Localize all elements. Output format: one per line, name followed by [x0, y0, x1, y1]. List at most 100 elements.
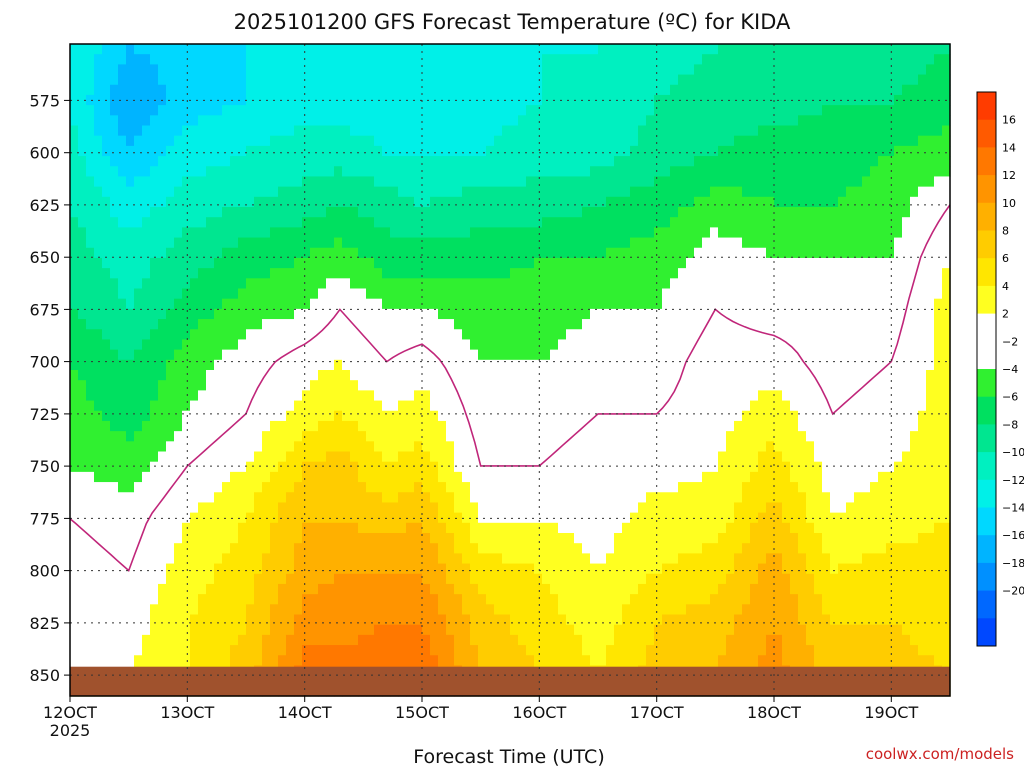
temperature-cell [390, 451, 399, 463]
temperature-cell [198, 370, 207, 381]
temperature-cell [230, 614, 239, 626]
temperature-cell [550, 451, 559, 463]
temperature-cell [142, 645, 151, 656]
temperature-cell [286, 390, 295, 402]
temperature-cell [350, 431, 359, 442]
temperature-cell [326, 471, 335, 483]
temperature-cell [174, 522, 183, 534]
temperature-cell [190, 74, 199, 86]
temperature-cell [102, 390, 111, 402]
temperature-cell [302, 512, 311, 524]
temperature-cell [582, 186, 591, 198]
temperature-cell [230, 594, 239, 605]
temperature-cell [574, 196, 583, 208]
temperature-cell [94, 543, 103, 554]
temperature-cell [158, 431, 167, 442]
temperature-cell [422, 390, 431, 402]
temperature-cell [302, 522, 311, 534]
temperature-cell [414, 64, 423, 76]
temperature-cell [198, 105, 207, 116]
temperature-cell [174, 207, 183, 218]
temperature-cell [174, 176, 183, 188]
temperature-cell [246, 614, 255, 626]
temperature-cell [254, 247, 263, 259]
temperature-cell [662, 624, 671, 636]
temperature-cell [686, 339, 695, 351]
temperature-cell [454, 645, 463, 656]
temperature-cell [278, 634, 287, 646]
temperature-cell [174, 614, 183, 626]
temperature-cell [582, 645, 591, 656]
temperature-cell [390, 533, 399, 544]
temperature-cell [566, 451, 575, 463]
temperature-cell [94, 634, 103, 646]
temperature-cell [502, 543, 511, 554]
temperature-cell [342, 431, 351, 442]
temperature-cell [270, 471, 279, 483]
temperature-cell [670, 166, 679, 178]
temperature-cell [366, 44, 375, 55]
temperature-cell [254, 217, 263, 228]
temperature-cell [606, 329, 615, 341]
temperature-cell [606, 553, 615, 565]
temperature-cell [662, 156, 671, 167]
temperature-cell [126, 563, 135, 575]
temperature-cell [654, 614, 663, 626]
temperature-cell [286, 44, 295, 55]
temperature-cell [238, 237, 247, 249]
temperature-cell [406, 573, 415, 585]
temperature-cell [630, 594, 639, 605]
temperature-cell [238, 553, 247, 565]
temperature-cell [446, 624, 455, 636]
temperature-cell [678, 645, 687, 656]
temperature-cell [150, 319, 159, 330]
temperature-cell [414, 400, 423, 412]
temperature-cell [110, 492, 119, 504]
temperature-cell [142, 349, 151, 361]
temperature-cell [278, 257, 287, 269]
temperature-cell [630, 634, 639, 646]
temperature-cell [134, 492, 143, 504]
temperature-cell [438, 74, 447, 86]
temperature-cell [342, 410, 351, 422]
temperature-cell [150, 543, 159, 554]
temperature-cell [566, 217, 575, 228]
temperature-cell [118, 329, 127, 341]
temperature-cell [478, 196, 487, 208]
temperature-cell [254, 115, 263, 127]
temperature-cell [270, 227, 279, 239]
temperature-cell [494, 84, 503, 96]
temperature-cell [334, 359, 343, 371]
temperature-cell [150, 563, 159, 575]
temperature-cell [294, 319, 303, 330]
temperature-cell [286, 207, 295, 218]
temperature-cell [350, 492, 359, 504]
temperature-cell [518, 451, 527, 463]
temperature-cell [342, 624, 351, 636]
temperature-cell [86, 359, 95, 371]
temperature-cell [510, 624, 519, 636]
temperature-cell [110, 156, 119, 167]
temperature-cell [214, 308, 223, 320]
temperature-cell [270, 380, 279, 391]
temperature-cell [366, 135, 375, 147]
temperature-cell [270, 186, 279, 198]
temperature-cell [150, 84, 159, 96]
temperature-cell [462, 583, 471, 595]
temperature-cell [342, 441, 351, 453]
temperature-cell [638, 349, 647, 361]
temperature-cell [270, 105, 279, 116]
temperature-cell [270, 502, 279, 514]
temperature-cell [238, 298, 247, 310]
temperature-cell [478, 645, 487, 656]
temperature-cell [638, 54, 647, 65]
temperature-cell [574, 288, 583, 300]
temperature-cell [150, 227, 159, 239]
temperature-cell [406, 257, 415, 269]
temperature-cell [414, 553, 423, 565]
temperature-cell [142, 471, 151, 483]
temperature-cell [558, 533, 567, 544]
temperature-cell [278, 94, 287, 106]
temperature-cell [670, 349, 679, 361]
temperature-cell [646, 594, 655, 605]
